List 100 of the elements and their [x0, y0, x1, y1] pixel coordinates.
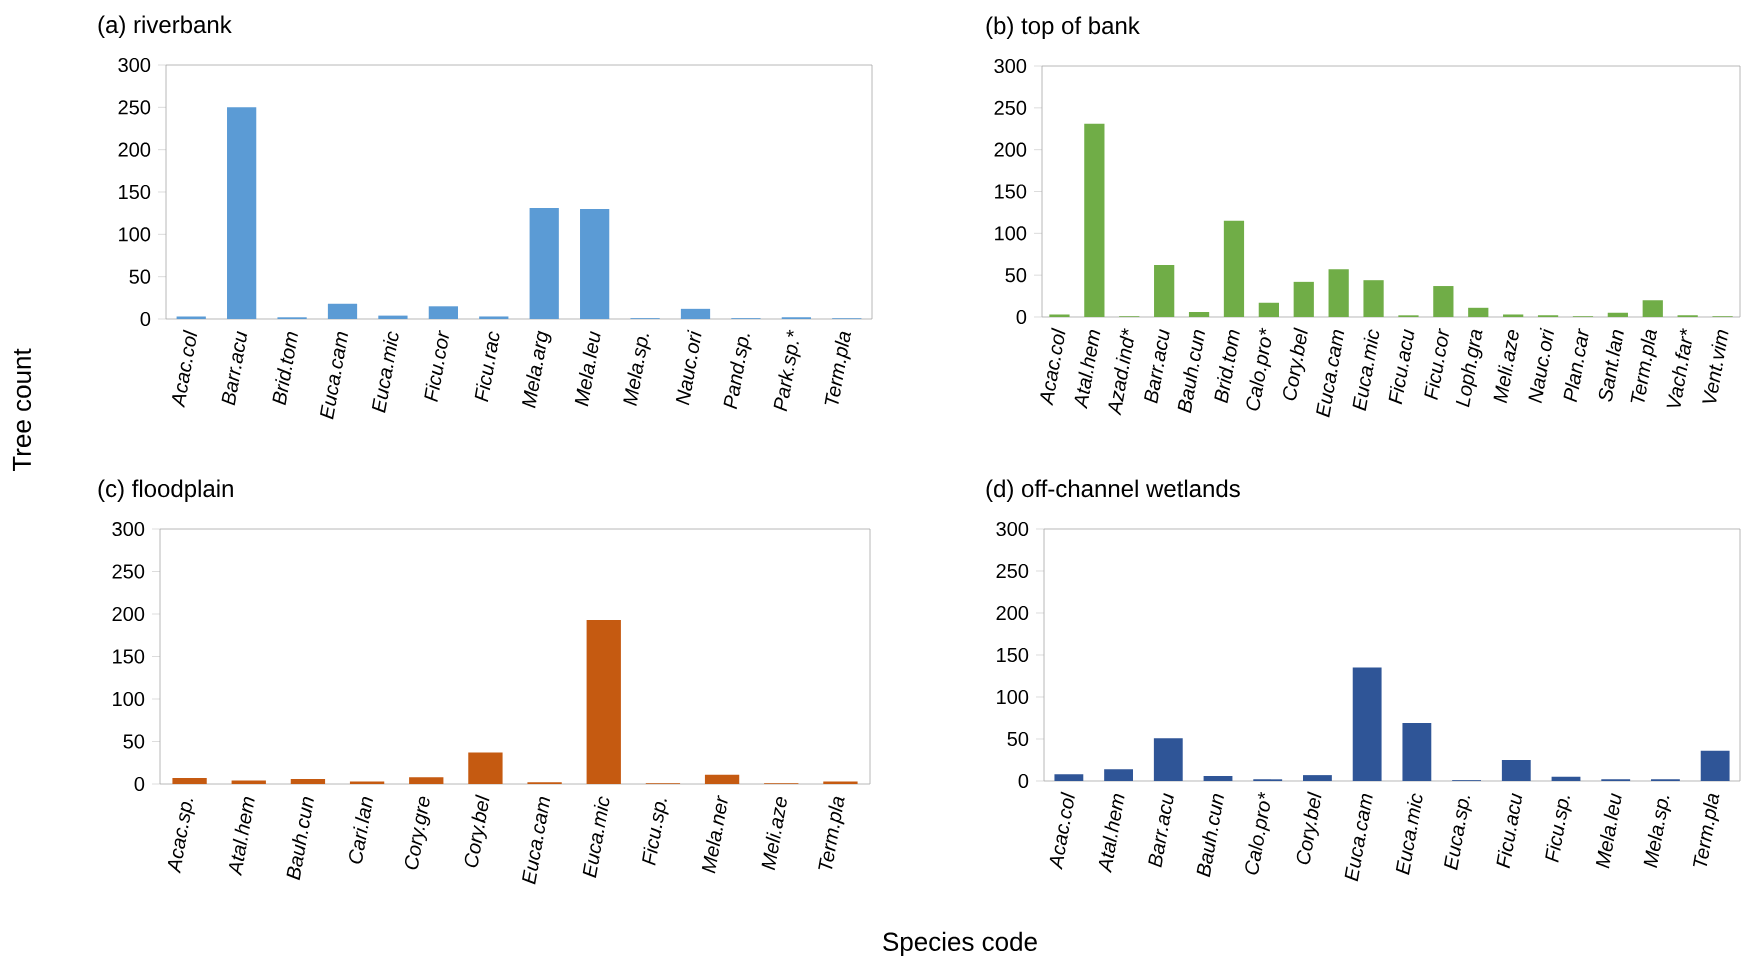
y-tick-label: 100	[113, 691, 145, 707]
chart-title: (d) off-channel wetlands	[986, 479, 1240, 502]
bar	[823, 781, 858, 784]
bar	[479, 316, 509, 319]
bar	[290, 778, 326, 784]
x-tick-label: Term.pla	[818, 796, 845, 870]
bar	[1154, 265, 1175, 317]
bar	[468, 752, 503, 784]
y-tick-label: 0	[140, 311, 151, 327]
x-tick-label: Euca.mic	[1352, 329, 1380, 411]
x-tick-label: Pand.sp.	[723, 334, 752, 410]
x-tick-label: Cory.bel	[1296, 791, 1322, 865]
bar	[428, 306, 458, 319]
x-tick-label: Mela.sp.	[623, 334, 651, 407]
x-tick-label: Mela.sp.	[1643, 796, 1672, 869]
x-tick-label: Atal.hem	[229, 797, 255, 877]
bar	[1203, 775, 1233, 781]
bar	[1468, 307, 1489, 317]
bar	[378, 315, 408, 319]
y-tick-label: 100	[997, 689, 1029, 705]
bar	[586, 619, 621, 784]
x-tick-label: Brid.tom	[272, 332, 298, 406]
y-tick-label: 250	[118, 100, 151, 115]
x-tick-label: Park.sp.*	[773, 329, 801, 412]
bar	[1049, 314, 1070, 317]
x-tick-label: Bauh.cun	[286, 797, 314, 881]
y-tick-label: 150	[113, 649, 145, 664]
x-tick-label: Barr.acu	[221, 331, 248, 406]
x-tick-label: Ficu.cor	[424, 330, 449, 402]
x-tick-label: Barr.acu	[1148, 793, 1174, 868]
x-tick-label: Bauh.cun	[1196, 794, 1224, 878]
bar	[1084, 123, 1105, 317]
x-tick-label: Term.pla	[1630, 329, 1657, 403]
x-tick-label: Bauh.cun	[1177, 330, 1205, 414]
x-tick-label: Euca.cam	[522, 796, 551, 885]
y-tick-label: 0	[1018, 773, 1029, 789]
bar	[1104, 769, 1133, 781]
x-tick-label: Plan.car	[1563, 328, 1589, 403]
x-tick-label: Vent.vim	[1702, 330, 1729, 403]
x-tick-label: Cory.gre	[404, 796, 431, 870]
x-tick-label: Nauc.ori	[675, 329, 702, 406]
bar	[227, 107, 257, 319]
x-tick-label: Euca.mic	[371, 331, 399, 413]
y-axis-title: Tree count	[12, 348, 32, 472]
x-tick-label: Cory.bel	[464, 794, 490, 868]
x-axis-title: Species code	[883, 931, 1037, 957]
y-tick-label: 50	[129, 269, 151, 284]
bar	[176, 316, 206, 319]
bar	[1402, 723, 1432, 781]
y-tick-label: 200	[994, 142, 1027, 157]
y-tick-label: 250	[994, 100, 1027, 115]
y-tick-label: 100	[119, 227, 151, 242]
x-tick-label: Euca.cam	[1344, 793, 1373, 882]
x-tick-label: Sant.lan	[1598, 330, 1624, 402]
x-tick-label: Euca.mic	[1395, 793, 1423, 875]
bar	[1433, 286, 1454, 317]
y-tick-label: 300	[996, 521, 1029, 537]
x-tick-label: Euca.cam	[319, 331, 349, 420]
y-tick-label: 150	[119, 184, 151, 200]
y-tick-label: 250	[112, 564, 145, 579]
y-tick-label: 0	[1016, 309, 1027, 325]
x-tick-label: Mela.arg	[522, 330, 552, 409]
x-tick-label: Barr.acu	[1144, 329, 1170, 404]
y-tick-label: 50	[123, 734, 145, 749]
y-tick-label: 250	[996, 563, 1029, 579]
bar	[1501, 760, 1531, 781]
x-tick-label: Acac.col	[1040, 327, 1066, 406]
y-tick-label: 300	[112, 521, 145, 537]
x-tick-label: Cory.bel	[1283, 327, 1308, 401]
chart-title: (c) floodplain	[98, 479, 233, 502]
bar	[1328, 269, 1349, 317]
y-tick-label: 100	[995, 226, 1027, 241]
chart-title: (b) top of bank	[986, 16, 1140, 39]
y-tick-label: 50	[1005, 268, 1027, 283]
bar	[1188, 311, 1210, 317]
x-tick-label: Acac.col	[172, 329, 198, 408]
bar	[1303, 775, 1332, 781]
x-tick-label: Euca.sp.	[1444, 796, 1472, 871]
y-tick-label: 200	[996, 605, 1029, 621]
y-tick-label: 200	[118, 142, 151, 157]
bar	[1551, 776, 1581, 781]
y-tick-label: 200	[112, 606, 145, 622]
bar	[580, 208, 610, 319]
bar	[1503, 314, 1524, 317]
y-tick-label: 300	[994, 58, 1027, 74]
x-tick-label: Azad.ind*	[1108, 328, 1134, 416]
bar	[1293, 281, 1314, 317]
bar	[1607, 312, 1628, 317]
bar	[1223, 220, 1245, 317]
bar	[1153, 738, 1183, 781]
bar	[349, 781, 385, 784]
x-tick-label: Atal.hem	[1074, 330, 1101, 410]
bar	[1054, 774, 1084, 781]
y-tick-label: 300	[118, 57, 151, 73]
x-tick-label: Ficu.sp.	[1545, 796, 1572, 863]
x-tick-label: Term.pla	[824, 331, 851, 405]
x-tick-label: Nauc.ori	[1528, 327, 1554, 404]
bar	[704, 774, 740, 784]
x-tick-label: Mela.leu	[1595, 793, 1622, 869]
y-tick-label: 150	[995, 184, 1027, 199]
